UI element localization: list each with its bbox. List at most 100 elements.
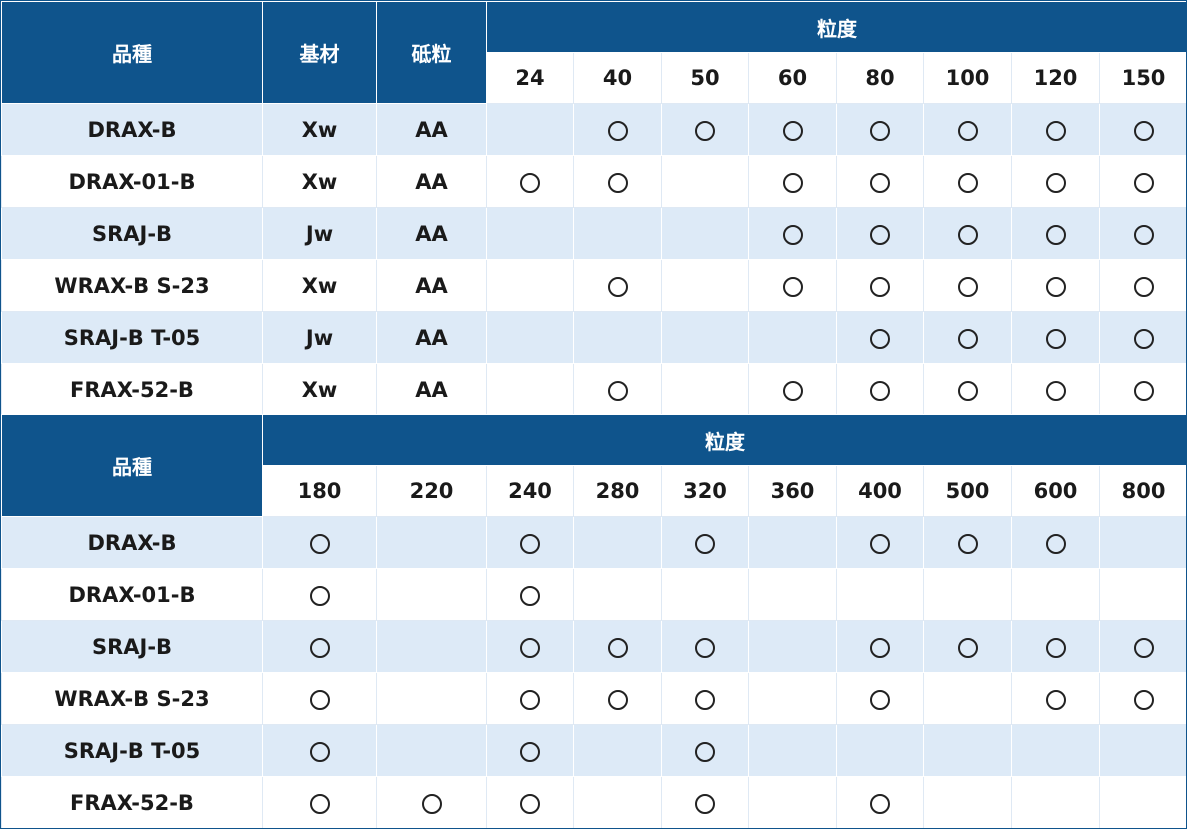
available-circle-icon (695, 533, 715, 554)
availability-cell (486, 103, 574, 156)
table-row: FRAX-52-B Xw AA (1, 363, 1187, 416)
available-circle-icon (1045, 689, 1066, 710)
table-row: SRAJ-B T-05 (1, 724, 1187, 777)
available-circle-icon (782, 120, 803, 141)
grit-header: 粒度 (486, 1, 1187, 53)
availability-cell (748, 620, 837, 673)
grit-label: 400 (836, 465, 924, 517)
available-circle-icon (870, 689, 890, 710)
availability-cell (748, 568, 837, 621)
available-circle-icon (1045, 328, 1066, 349)
available-circle-icon (870, 224, 890, 245)
available-circle-icon (695, 741, 715, 762)
availability-cell (573, 672, 662, 725)
availability-cell (573, 363, 662, 416)
available-circle-icon (309, 741, 330, 762)
availability-cell (836, 311, 924, 364)
availability-cell (748, 207, 837, 260)
availability-cell (661, 363, 749, 416)
availability-cell (661, 568, 749, 621)
available-circle-icon (520, 689, 540, 710)
availability-cell (748, 724, 837, 777)
availability-cell (262, 516, 377, 569)
available-circle-icon (782, 276, 803, 297)
availability-cell (923, 672, 1012, 725)
variety-header: 品種 (1, 1, 263, 104)
availability-cell (262, 620, 377, 673)
available-circle-icon (1133, 689, 1154, 710)
availability-cell (923, 363, 1012, 416)
base-material: Xw (262, 155, 377, 208)
available-circle-icon (309, 793, 330, 814)
available-circle-icon (957, 224, 978, 245)
available-circle-icon (870, 172, 890, 193)
availability-cell (486, 155, 574, 208)
availability-cell (573, 311, 662, 364)
product-name: SRAJ-B T-05 (1, 724, 263, 777)
base-header: 基材 (262, 1, 377, 104)
available-circle-icon (957, 380, 978, 401)
available-circle-icon (870, 276, 890, 297)
availability-cell (573, 724, 662, 777)
grit-table-fine: 品種 粒度 180 220 240 280 320 360 400 500 600 800 DRA… (1, 414, 1187, 829)
availability-cell (661, 207, 749, 260)
table-row: DRAX-B (1, 516, 1187, 569)
available-circle-icon (520, 637, 540, 658)
available-circle-icon (520, 741, 540, 762)
grit-label: 320 (661, 465, 749, 517)
availability-cell (1098, 724, 1187, 777)
variety-header: 品種 (1, 414, 263, 517)
available-circle-icon (1045, 276, 1066, 297)
availability-cell (748, 311, 837, 364)
available-circle-icon (607, 689, 628, 710)
availability-cell (1098, 516, 1187, 569)
availability-cell (1098, 620, 1187, 673)
abrasive-grain: AA (376, 311, 487, 364)
availability-cell (923, 516, 1012, 569)
available-circle-icon (1045, 120, 1066, 141)
availability-cell (1099, 155, 1187, 208)
availability-cell (836, 103, 924, 156)
product-name: DRAX-B (1, 516, 263, 569)
available-circle-icon (607, 380, 628, 401)
availability-cell (923, 620, 1012, 673)
availability-cell (836, 363, 924, 416)
availability-cell (486, 516, 574, 569)
grit-label: 220 (376, 465, 487, 517)
availability-cell (923, 103, 1012, 156)
grit-label: 800 (1098, 465, 1187, 517)
availability-cell (1099, 311, 1187, 364)
availability-cell (923, 568, 1012, 621)
grit-header: 粒度 (261, 414, 1187, 466)
grit-label: 360 (748, 465, 837, 517)
available-circle-icon (1133, 637, 1154, 658)
availability-cell (661, 155, 749, 208)
grit-label: 40 (573, 52, 662, 104)
availability-cell (1011, 568, 1100, 621)
abrasive-grain: AA (376, 363, 487, 416)
grit-label: 180 (262, 465, 377, 517)
table-row: DRAX-B Xw AA (1, 103, 1187, 156)
product-name: SRAJ-B (1, 620, 263, 673)
available-circle-icon (1133, 120, 1154, 141)
available-circle-icon (309, 533, 330, 554)
availability-cell (661, 724, 749, 777)
availability-cell (486, 724, 574, 777)
availability-cell (836, 259, 924, 312)
availability-cell (1099, 103, 1187, 156)
availability-cell (1099, 363, 1187, 416)
available-circle-icon (957, 637, 978, 658)
availability-cell (748, 672, 837, 725)
availability-cell (661, 776, 749, 829)
grit-table-coarse: 品種 基材 砥粒 粒度 24 40 50 60 80 100 120 150 DRAX-B Xw… (1, 1, 1187, 416)
availability-cell (1011, 207, 1100, 260)
available-circle-icon (695, 637, 715, 658)
availability-cell (376, 568, 487, 621)
available-circle-icon (782, 224, 803, 245)
availability-cell (262, 776, 377, 829)
availability-cell (1011, 724, 1100, 777)
availability-cell (836, 724, 924, 777)
availability-cell (1011, 103, 1100, 156)
table-row: SRAJ-B (1, 620, 1187, 673)
availability-cell (376, 516, 487, 569)
